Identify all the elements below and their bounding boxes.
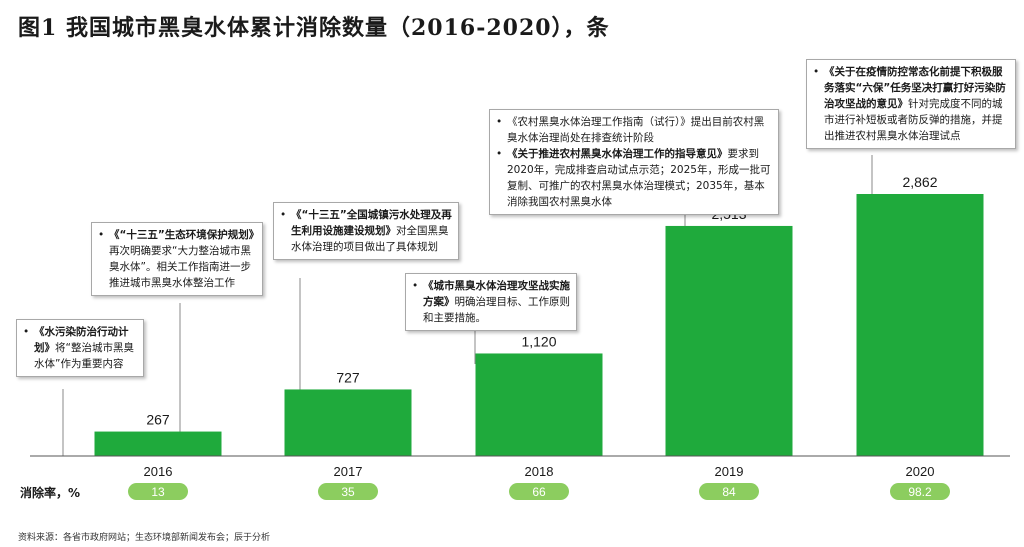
callout-text: 《农村黑臭水体治理工作指南（试行）》提出目前农村黑臭水体治理尚处在排查统计阶段 [507, 116, 765, 144]
removal-rate-pill [128, 483, 188, 500]
bar-2016 [94, 431, 222, 456]
removal-rate-pill [318, 483, 378, 500]
callout-text: 明确治理目标、工作原则和主要措施。 [423, 296, 570, 324]
callout-doc-title: 《城市黑臭水体治理攻坚战实施方案》 [423, 280, 570, 308]
callout-2018-action-plan: 《城市黑臭水体治理攻坚战实施方案》明确治理目标、工作原则和主要措施。 [405, 273, 577, 331]
callout-2019-rural-plan: 《农村黑臭水体治理工作指南（试行）》提出目前农村黑臭水体治理尚处在排查统计阶段 … [489, 109, 779, 215]
removal-rate-value: 35 [341, 485, 355, 499]
removal-rate-value: 66 [532, 485, 546, 499]
x-tick-label: 2020 [906, 464, 935, 479]
bar-2018 [475, 353, 603, 456]
callout-text: 对全国黑臭水体治理的项目做出了具体规划 [291, 225, 449, 253]
x-tick-label: 2017 [334, 464, 363, 479]
callout-doc-title: 《“十三五”全国城镇污水处理及再生利用设施建设规划》 [291, 209, 452, 237]
bar-value-label: 1,120 [521, 333, 556, 349]
bar-value-label: 2,862 [902, 174, 937, 190]
callout-2020-epidemic-plan: 《关于在疫情防控常态化前提下积极服务落实“六保”任务坚决打赢打好污染防治攻坚战的… [806, 59, 1016, 149]
callout-item: 《“十三五”全国城镇污水处理及再生利用设施建设规划》对全国黑臭水体治理的项目做出… [280, 207, 452, 255]
removal-rate-value: 84 [722, 485, 736, 499]
bar-2020 [856, 194, 984, 456]
bar-2019 [665, 225, 793, 456]
callout-item: 《城市黑臭水体治理攻坚战实施方案》明确治理目标、工作原则和主要措施。 [412, 278, 570, 326]
removal-rate-pill [509, 483, 569, 500]
x-tick-label: 2016 [144, 464, 173, 479]
callout-item: 《关于在疫情防控常态化前提下积极服务落实“六保”任务坚决打赢打好污染防治攻坚战的… [813, 64, 1009, 144]
callout-item: 《水污染防治行动计划》将“整治城市黑臭水体”作为重要内容 [23, 324, 137, 372]
callout-doc-title: 《水污染防治行动计划》 [34, 326, 129, 354]
x-tick-label: 2019 [715, 464, 744, 479]
callout-doc-title: 《关于在疫情防控常态化前提下积极服务落实“六保”任务坚决打赢打好污染防治攻坚战的… [824, 66, 1006, 110]
bar-value-label: 267 [146, 412, 170, 428]
removal-rate-value: 13 [151, 485, 165, 499]
callout-2016-water-plan: 《水污染防治行动计划》将“整治城市黑臭水体”作为重要内容 [16, 319, 144, 377]
callout-text: 再次明确要求“大力整治城市黑臭水体”。相关工作指南进一步推进城市黑臭水体整治工作 [109, 245, 251, 289]
callout-2016-eco-plan: 《“十三五”生态环境保护规划》再次明确要求“大力整治城市黑臭水体”。相关工作指南… [91, 222, 263, 296]
removal-rate-pill [699, 483, 759, 500]
removal-rate-value: 98.2 [908, 485, 932, 499]
bar-value-label: 727 [336, 369, 360, 385]
callout-item: 《“十三五”生态环境保护规划》再次明确要求“大力整治城市黑臭水体”。相关工作指南… [98, 227, 260, 291]
callout-doc-title: 《“十三五”生态环境保护规划》 [109, 229, 260, 241]
callout-text: 针对完成度不同的城市进行补短板或者防反弹的措施，并提出推进农村黑臭水体治理试点 [824, 98, 1003, 142]
chart-title: 图1 我国城市黑臭水体累计消除数量（2016-2020），条 [18, 15, 610, 41]
callout-text: 要求到2020年，完成排查启动试点示范；2025年，形成一批可复制、可推广的农村… [507, 148, 771, 208]
callout-text: 将“整治城市黑臭水体”作为重要内容 [34, 342, 134, 370]
x-tick-label: 2018 [525, 464, 554, 479]
callout-2017-sewage-plan: 《“十三五”全国城镇污水处理及再生利用设施建设规划》对全国黑臭水体治理的项目做出… [273, 202, 459, 260]
callout-item: 《关于推进农村黑臭水体治理工作的指导意见》要求到2020年，完成排查启动试点示范… [496, 146, 772, 210]
callout-item: 《农村黑臭水体治理工作指南（试行）》提出目前农村黑臭水体治理尚处在排查统计阶段 [496, 114, 772, 146]
removal-rate-pill [890, 483, 950, 500]
bar-2017 [284, 389, 412, 456]
callout-doc-title: 《关于推进农村黑臭水体治理工作的指导意见》 [507, 148, 728, 160]
source-note: 资料来源：各省市政府网站；生态环境部新闻发布会；辰于分析 [18, 533, 271, 543]
removal-rate-label: 消除率，% [20, 486, 81, 500]
